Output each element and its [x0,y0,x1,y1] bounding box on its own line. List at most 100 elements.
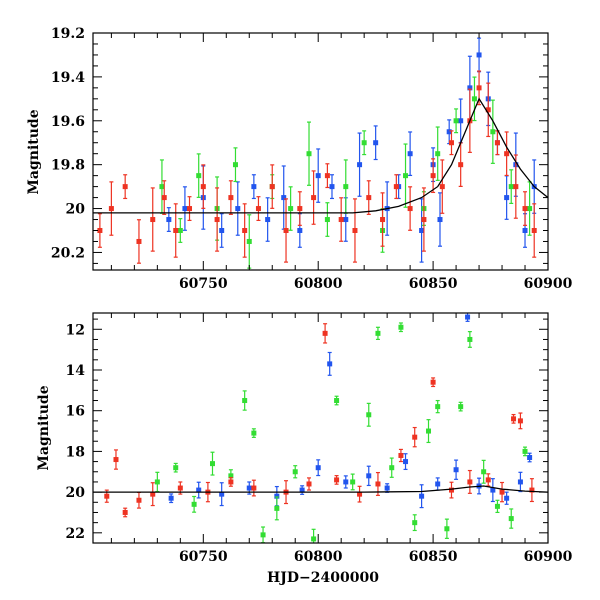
bottom-data-point [398,324,404,330]
bottom-data-point [122,509,128,515]
top-x-tick-label: 60850 [409,276,458,292]
bottom-data-point [113,457,119,463]
top-data-point [430,173,436,179]
top-data-point [161,195,167,201]
top-data-point [446,129,452,135]
top-data-point [343,184,349,190]
bottom-data-point [375,330,381,336]
bottom-data-point [306,481,312,487]
top-data-point [187,206,193,212]
top-axes-frame [92,32,549,271]
bottom-x-tick-label: 60900 [524,549,573,565]
top-data-point [458,162,464,168]
top-data-point [136,238,142,244]
top-data-point [200,184,206,190]
bottom-series-2 [104,323,535,518]
top-data-point [297,206,303,212]
bottom-data-point [366,412,372,418]
bottom-x-tick-label: 60800 [294,549,343,565]
bottom-data-point [412,434,418,440]
bottom-data-point [389,465,395,471]
bottom-data-point [511,416,517,422]
bottom-data-point [465,314,471,320]
bottom-data-point [467,479,473,485]
top-data-point [407,206,413,212]
bottom-plot-area [93,313,548,543]
bottom-data-point [242,398,248,404]
top-data-point [448,140,454,146]
top-data-point [513,184,519,190]
top-data-point [471,96,477,102]
bottom-y-tick-label: 22 [66,526,85,542]
top-data-point [373,140,379,146]
top-data-point [177,228,183,233]
bottom-data-point [343,479,349,485]
top-data-point [228,195,234,201]
bottom-data-point [448,487,454,493]
top-data-point [352,228,358,233]
bottom-data-point [154,479,160,485]
top-data-point [458,118,464,124]
bottom-y-tick-label: 20 [66,485,86,501]
top-data-point [219,228,225,233]
bottom-data-point [274,505,280,511]
top-data-point [251,184,257,190]
top-data-point [306,151,312,157]
bottom-data-point [517,418,523,424]
top-data-point [343,217,349,223]
top-data-point [108,206,114,212]
bottom-data-point [357,491,363,497]
top-x-tick-label: 60800 [294,276,343,292]
top-x-tick-label: 60750 [179,276,228,292]
top-data-point [288,206,294,212]
bottom-series-0 [168,313,533,509]
top-data-point [269,184,275,190]
top-data-point [324,217,330,223]
bottom-data-point [228,479,234,485]
bottom-data-point [426,428,432,434]
top-data-point [453,118,459,124]
top-data-point [504,151,510,157]
top-data-point [283,228,289,233]
bottom-data-point [168,495,174,501]
bottom-data-point [444,526,450,532]
top-data-point [315,173,321,179]
bottom-data-point [177,485,183,491]
top-data-point [196,173,202,179]
bottom-data-point [191,501,197,507]
top-model-curve [93,97,548,214]
bottom-x-axis-title: HJD−2400000 [267,570,379,586]
top-data-point [407,151,413,157]
bottom-y-axis-title: Magnitude [36,385,52,470]
top-data-point [508,184,514,190]
top-data-point [437,217,443,223]
bottom-data-point [136,497,142,503]
top-data-point [485,107,491,113]
bottom-data-point [251,430,257,436]
top-data-point [182,206,188,212]
top-data-point [476,85,482,91]
bottom-data-point [490,487,496,493]
top-series-0 [166,37,537,263]
top-data-point [232,162,238,168]
bottom-data-point [430,379,436,385]
bottom-x-tick-label: 60750 [179,549,228,565]
bottom-y-tick-label: 14 [66,363,86,379]
bottom-data-point [228,473,234,479]
bottom-data-point [435,404,441,410]
top-data-point [173,228,179,233]
top-y-tick-label: 19.8 [51,158,85,174]
bottom-data-point [246,485,252,491]
top-plot-area [93,37,548,269]
bottom-data-point [219,491,225,497]
top-data-point [380,217,386,223]
bottom-data-point [375,481,381,487]
bottom-data-point [398,452,404,458]
top-data-point [366,195,372,201]
bottom-data-point [527,455,533,461]
bottom-data-point [522,448,528,454]
bottom-data-point [315,465,321,471]
bottom-data-point [209,461,215,467]
top-y-tick-label: 20.2 [51,245,85,261]
